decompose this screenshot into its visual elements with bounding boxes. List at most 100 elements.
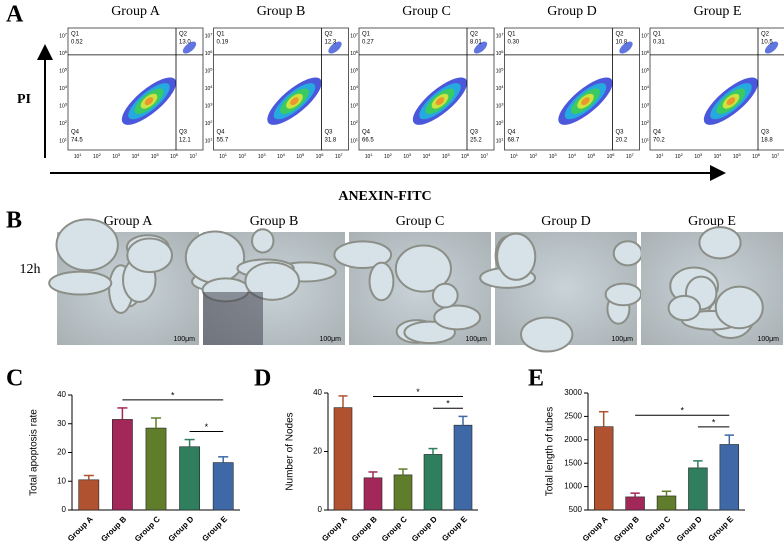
y-tick-label: 104: [350, 84, 359, 92]
y-tick-label: 2500: [564, 412, 582, 421]
tick-base: 10: [496, 86, 502, 92]
tick-exponent: 1: [661, 152, 664, 157]
quadrant-value: 74.5: [71, 138, 83, 144]
y-tick-label: 105: [496, 67, 505, 75]
quadrant-value: 70.2: [653, 138, 665, 144]
image-title: Group B: [250, 214, 299, 229]
y-tick-label: 103: [59, 101, 68, 109]
tick-base: 10: [59, 139, 65, 145]
y-tick-label: 103: [205, 101, 214, 109]
tick-exponent: 1: [647, 136, 650, 141]
quadrant-name: Q3: [616, 130, 625, 136]
tick-base: 10: [607, 154, 613, 160]
row-label: 12h: [20, 262, 41, 277]
quadrant-name: Q2: [470, 32, 479, 38]
plot-title: Group E: [694, 4, 742, 19]
quadrant-value: 20.2: [616, 138, 628, 144]
tick-base: 10: [641, 139, 647, 145]
x-tick-label: 106: [607, 152, 616, 160]
lumen: [520, 316, 574, 353]
x-tick-label: 102: [239, 152, 248, 160]
bar: [112, 419, 133, 511]
lumen: [184, 230, 246, 284]
quadrant-name: Q1: [217, 32, 226, 38]
x-tick-label: 101: [365, 152, 374, 160]
tick-base: 10: [733, 154, 739, 160]
lumen: [714, 285, 764, 330]
plot-title: Group C: [402, 4, 451, 19]
x-tick-label: 107: [335, 152, 344, 160]
x-tick-label: 101: [510, 152, 519, 160]
y-tick-label: 103: [496, 101, 505, 109]
tick-exponent: 7: [341, 152, 344, 157]
x-tick-label: 102: [93, 152, 102, 160]
lumen: [126, 237, 173, 274]
x-tick-label: Group A: [581, 514, 610, 543]
quadrant-value: 8.01: [470, 40, 482, 46]
tick-base: 10: [403, 154, 409, 160]
tick-base: 10: [170, 154, 176, 160]
quadrant-name: Q1: [71, 32, 80, 38]
quadrant-name: Q1: [653, 32, 662, 38]
tick-exponent: 4: [210, 84, 213, 89]
tick-base: 10: [219, 154, 225, 160]
tick-exponent: 2: [501, 119, 504, 124]
tick-base: 10: [587, 154, 593, 160]
y-tick-label: 105: [205, 67, 214, 75]
tick-exponent: 4: [719, 152, 722, 157]
tick-exponent: 5: [302, 152, 305, 157]
tick-exponent: 3: [700, 152, 703, 157]
x-tick-label: Group C: [643, 514, 672, 543]
tick-base: 10: [277, 154, 283, 160]
x-tick-label: 107: [480, 152, 489, 160]
x-tick-label: Group A: [320, 514, 349, 543]
tick-exponent: 5: [356, 67, 359, 72]
lumen: [604, 282, 643, 307]
tick-base: 10: [59, 69, 65, 75]
tick-exponent: 6: [501, 49, 504, 54]
lumen: [612, 240, 643, 267]
dot-cloud: [764, 41, 779, 54]
x-tick-label: 107: [771, 152, 780, 160]
x-tick-label: Group A: [66, 514, 95, 543]
tick-exponent: 3: [263, 152, 266, 157]
tick-base: 10: [714, 154, 720, 160]
tick-base: 10: [496, 139, 502, 145]
dot-cloud: [290, 97, 299, 106]
x-tick-label: Group D: [675, 514, 704, 543]
scale-bar: 100μm: [319, 336, 341, 343]
bar: [656, 495, 677, 511]
y-tick-label: 30: [57, 419, 66, 428]
quadrant-name: Q4: [217, 130, 226, 136]
tick-base: 10: [365, 154, 371, 160]
bar: [625, 496, 645, 511]
quadrant-value: 55.7: [217, 138, 229, 144]
y-tick-label: 102: [350, 119, 359, 127]
y-tick-label: 500: [569, 505, 583, 514]
quadrant-name: Q3: [470, 130, 479, 136]
dot-cloud: [435, 97, 445, 106]
y-axis-label: Total apoptosis rate: [29, 409, 40, 496]
tick-exponent: 7: [632, 152, 635, 157]
dot-cloud: [473, 41, 488, 54]
tick-exponent: 5: [593, 152, 596, 157]
tick-exponent: 2: [356, 119, 359, 124]
tick-base: 10: [205, 51, 211, 57]
tick-exponent: 2: [65, 119, 68, 124]
panel-label: C: [6, 366, 23, 392]
tick-base: 10: [296, 154, 302, 160]
tick-exponent: 6: [647, 49, 650, 54]
x-tick-label: 105: [151, 152, 160, 160]
y-tick-label: 105: [59, 67, 68, 75]
error-bar: [661, 490, 672, 496]
x-tick-label: 103: [403, 152, 412, 160]
tick-exponent: 5: [65, 67, 68, 72]
significance-label: *: [446, 399, 450, 409]
tick-base: 10: [694, 154, 700, 160]
y-tick-label: 102: [496, 119, 505, 127]
quadrant-value: 10.8: [616, 40, 628, 46]
panel-label: D: [254, 366, 271, 392]
y-tick-label: 107: [59, 32, 68, 40]
plot-frame: [67, 27, 204, 151]
tick-base: 10: [423, 154, 429, 160]
